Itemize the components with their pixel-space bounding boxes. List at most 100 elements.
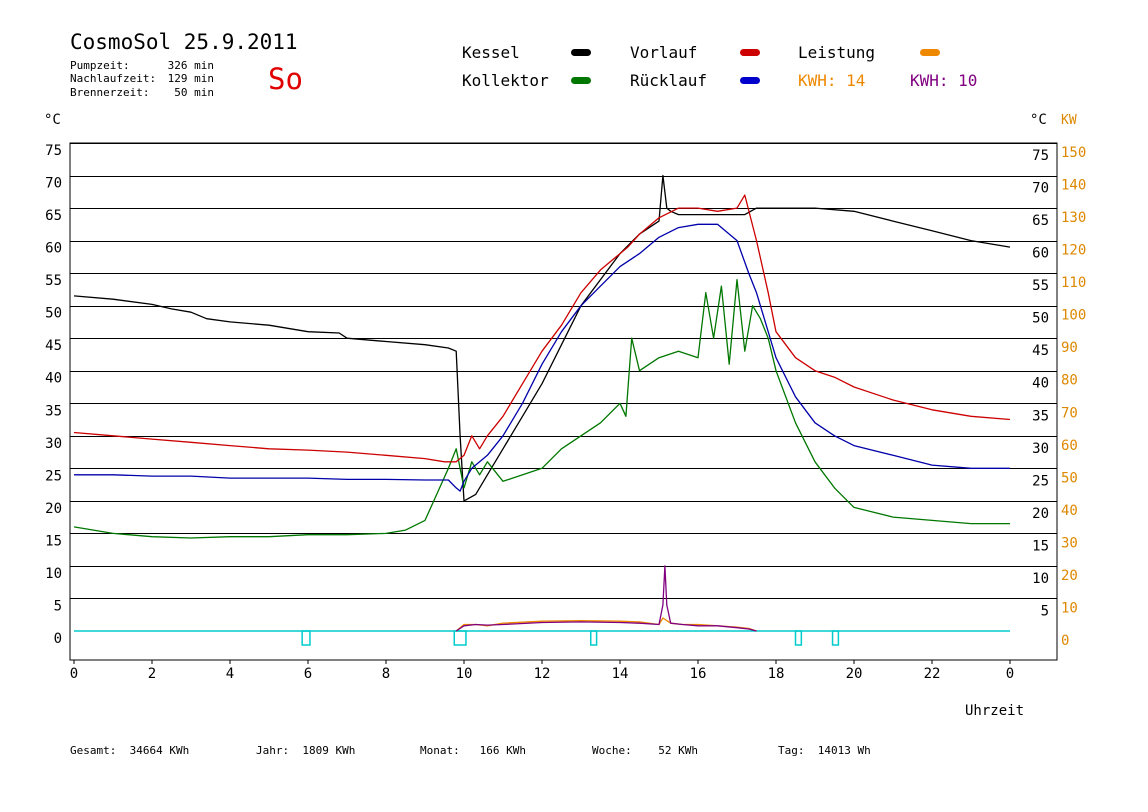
footer-jahr: Jahr: 1809 KWh — [256, 744, 355, 757]
footer-value: 1809 KWh — [302, 744, 356, 757]
y-tick-label-left: 40 — [45, 371, 62, 387]
legend-kollektor-swatch — [571, 77, 591, 84]
y-tick-label-right: 50 — [1032, 311, 1049, 327]
footer-value: 166 KWh — [479, 744, 526, 757]
stat-pumpzeit: Pumpzeit: 326 min — [70, 59, 214, 72]
y-tick-label-left: 30 — [45, 436, 62, 452]
series-line-kwh_b — [455, 565, 757, 632]
x-axis-label: Uhrzeit — [965, 703, 1024, 719]
kw-tick-label: 100 — [1061, 308, 1086, 324]
footer-label: Gesamt: — [70, 744, 117, 757]
kw-tick-label: 10 — [1061, 600, 1078, 616]
pump-pulse — [831, 630, 840, 646]
y-tick-label-left: 10 — [45, 566, 62, 582]
series-line-kollektor — [73, 278, 1010, 539]
y-tick-label-left: 5 — [54, 598, 62, 614]
x-tick-label: 22 — [924, 666, 941, 682]
pump-pulse — [794, 630, 803, 646]
y-tick-label-left: 75 — [45, 143, 62, 159]
y-tick-label-left: 65 — [45, 208, 62, 224]
plot-frame — [69, 142, 1058, 661]
y-tick-label-left: 55 — [45, 273, 62, 289]
stat-label: Nachlaufzeit: — [70, 72, 157, 85]
x-tick-label: 16 — [690, 666, 707, 682]
kw-tick-label: 0 — [1061, 633, 1069, 649]
legend-kessel-swatch — [571, 49, 591, 56]
x-tick-label: 6 — [304, 666, 312, 682]
kw-tick-label: 40 — [1061, 503, 1078, 519]
kw-tick-label: 140 — [1061, 178, 1086, 194]
kw-tick-label: 90 — [1061, 340, 1078, 356]
stat-label: Pumpzeit: — [70, 59, 130, 72]
x-tick-label: 14 — [612, 666, 629, 682]
stat-value: 326 min — [167, 59, 214, 72]
kw-tick-label: 20 — [1061, 568, 1078, 584]
legend-ruecklauf-swatch — [740, 77, 760, 84]
footer-label: Jahr: — [256, 744, 290, 757]
day-label: So — [268, 62, 303, 96]
y-tick-label-left: 20 — [45, 501, 62, 517]
footer-label: Woche: — [592, 744, 632, 757]
legend-ruecklauf: Rücklauf — [630, 71, 708, 90]
kw-axis-unit: KW — [1061, 113, 1077, 128]
x-tick-label: 18 — [768, 666, 785, 682]
legend-kwh-total: KWH: 14 — [798, 71, 866, 90]
chart-title: CosmoSol 25.9.2011 — [70, 30, 298, 54]
y-tick-label-left: 35 — [45, 403, 62, 419]
legend-kollektor: Kollektor — [462, 71, 549, 90]
kw-tick-label: 80 — [1061, 373, 1078, 389]
kw-tick-label: 70 — [1061, 405, 1078, 421]
series-line-kessel — [73, 174, 1011, 502]
legend-leistung: Leistung — [798, 43, 876, 62]
stat-value: 50 min — [174, 86, 214, 99]
y-tick-label-right: 75 — [1032, 148, 1049, 164]
y-tick-label-right: 45 — [1032, 343, 1049, 359]
legend-kessel: Kessel — [462, 43, 520, 62]
legend-vorlauf-swatch — [740, 49, 760, 56]
footer-gesamt: Gesamt: 34664 KWh — [70, 744, 189, 757]
x-tick-label: 0 — [70, 666, 78, 682]
y-tick-label-right: 60 — [1032, 246, 1049, 262]
footer-value: 34664 KWh — [129, 744, 190, 757]
kw-tick-label: 30 — [1061, 535, 1078, 551]
y-tick-label-right: 5 — [1041, 603, 1049, 619]
x-tick-label: 0 — [1006, 666, 1014, 682]
y-tick-label-left: 0 — [54, 631, 62, 647]
stat-value: 129 min — [167, 72, 214, 85]
footer-tag: Tag: 14013 Wh — [778, 744, 871, 757]
y-tick-label-right: 20 — [1032, 506, 1049, 522]
footer-label: Monat: — [420, 744, 460, 757]
legend-kwh-collector: KWH: 10 — [910, 71, 978, 90]
kw-tick-label: 110 — [1061, 275, 1086, 291]
series-line-ruecklauf — [74, 223, 1010, 492]
y-tick-label-right: 55 — [1032, 278, 1049, 294]
footer-value: 14013 Wh — [817, 744, 871, 757]
x-tick-label: 2 — [148, 666, 156, 682]
y-tick-label-left: 25 — [45, 468, 62, 484]
stat-brennerzeit: Brennerzeit: 50 min — [70, 86, 214, 99]
y-tick-label-right: 25 — [1032, 473, 1049, 489]
kw-tick-label: 60 — [1061, 438, 1078, 454]
x-tick-label: 8 — [382, 666, 390, 682]
y-tick-label-left: 50 — [45, 306, 62, 322]
y-axis-unit-right: °C — [1030, 112, 1047, 128]
kw-tick-label: 150 — [1061, 145, 1086, 161]
y-tick-label-right: 30 — [1032, 441, 1049, 457]
series-line-vorlauf — [73, 194, 1011, 463]
pump-pulse — [301, 630, 311, 646]
kw-tick-label: 50 — [1061, 470, 1078, 486]
footer-monat: Monat: 166 KWh — [420, 744, 526, 757]
pump-pulse — [590, 630, 598, 646]
footer-value: 52 KWh — [658, 744, 698, 757]
x-tick-label: 4 — [226, 666, 234, 682]
y-axis-unit-left: °C — [44, 112, 61, 128]
y-tick-label-right: 70 — [1032, 181, 1049, 197]
y-tick-label-left: 15 — [45, 533, 62, 549]
y-tick-label-left: 45 — [45, 338, 62, 354]
y-tick-label-left: 70 — [45, 176, 62, 192]
footer-woche: Woche: 52 KWh — [592, 744, 698, 757]
legend-vorlauf: Vorlauf — [630, 43, 698, 62]
stat-label: Brennerzeit: — [70, 86, 150, 99]
y-tick-label-right: 10 — [1032, 571, 1049, 587]
